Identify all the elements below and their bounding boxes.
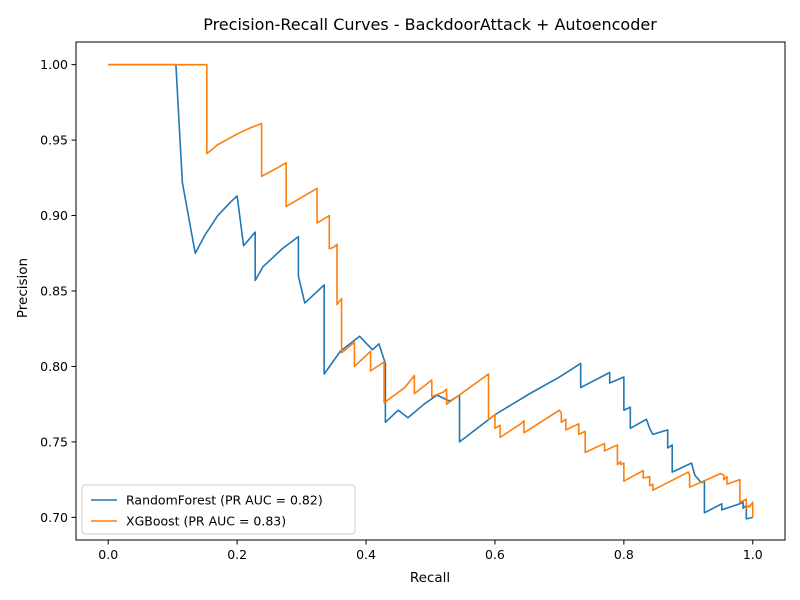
x-tick-label: 0.6	[485, 547, 505, 562]
x-tick-label: 0.2	[227, 547, 247, 562]
series-line-randomforest	[108, 63, 753, 520]
y-tick-label: 0.75	[40, 434, 68, 449]
y-tick-label: 0.90	[40, 208, 68, 223]
plot-area	[108, 63, 754, 520]
series-line-xgboost	[108, 63, 754, 518]
chart-title: Precision-Recall Curves - BackdoorAttack…	[203, 15, 657, 34]
x-tick-label: 0.0	[98, 547, 118, 562]
axes: 0.0 0.2 0.4 0.6 0.8 1.0 0.70 0.75 0.80 0.85 0.90 0.…	[40, 41, 786, 562]
y-tick-label: 0.70	[40, 510, 68, 525]
x-tick-label: 1.0	[743, 547, 763, 562]
y-tick-label: 0.80	[40, 359, 68, 374]
y-tick-label: 0.95	[40, 133, 68, 148]
legend: RandomForest (PR AUC = 0.82) XGBoost (PR …	[81, 484, 356, 535]
x-axis-label: Recall	[410, 570, 450, 586]
x-tick-label: 0.8	[614, 547, 634, 562]
y-tick-label: 1.00	[40, 57, 68, 72]
y-axis-label: Precision	[15, 258, 31, 318]
y-tick-label: 0.85	[40, 284, 68, 299]
legend-entry-label: XGBoost (PR AUC = 0.83)	[126, 514, 286, 529]
legend-entry-label: RandomForest (PR AUC = 0.82)	[126, 493, 323, 508]
legend-box	[81, 484, 356, 535]
x-tick-label: 0.4	[356, 547, 376, 562]
